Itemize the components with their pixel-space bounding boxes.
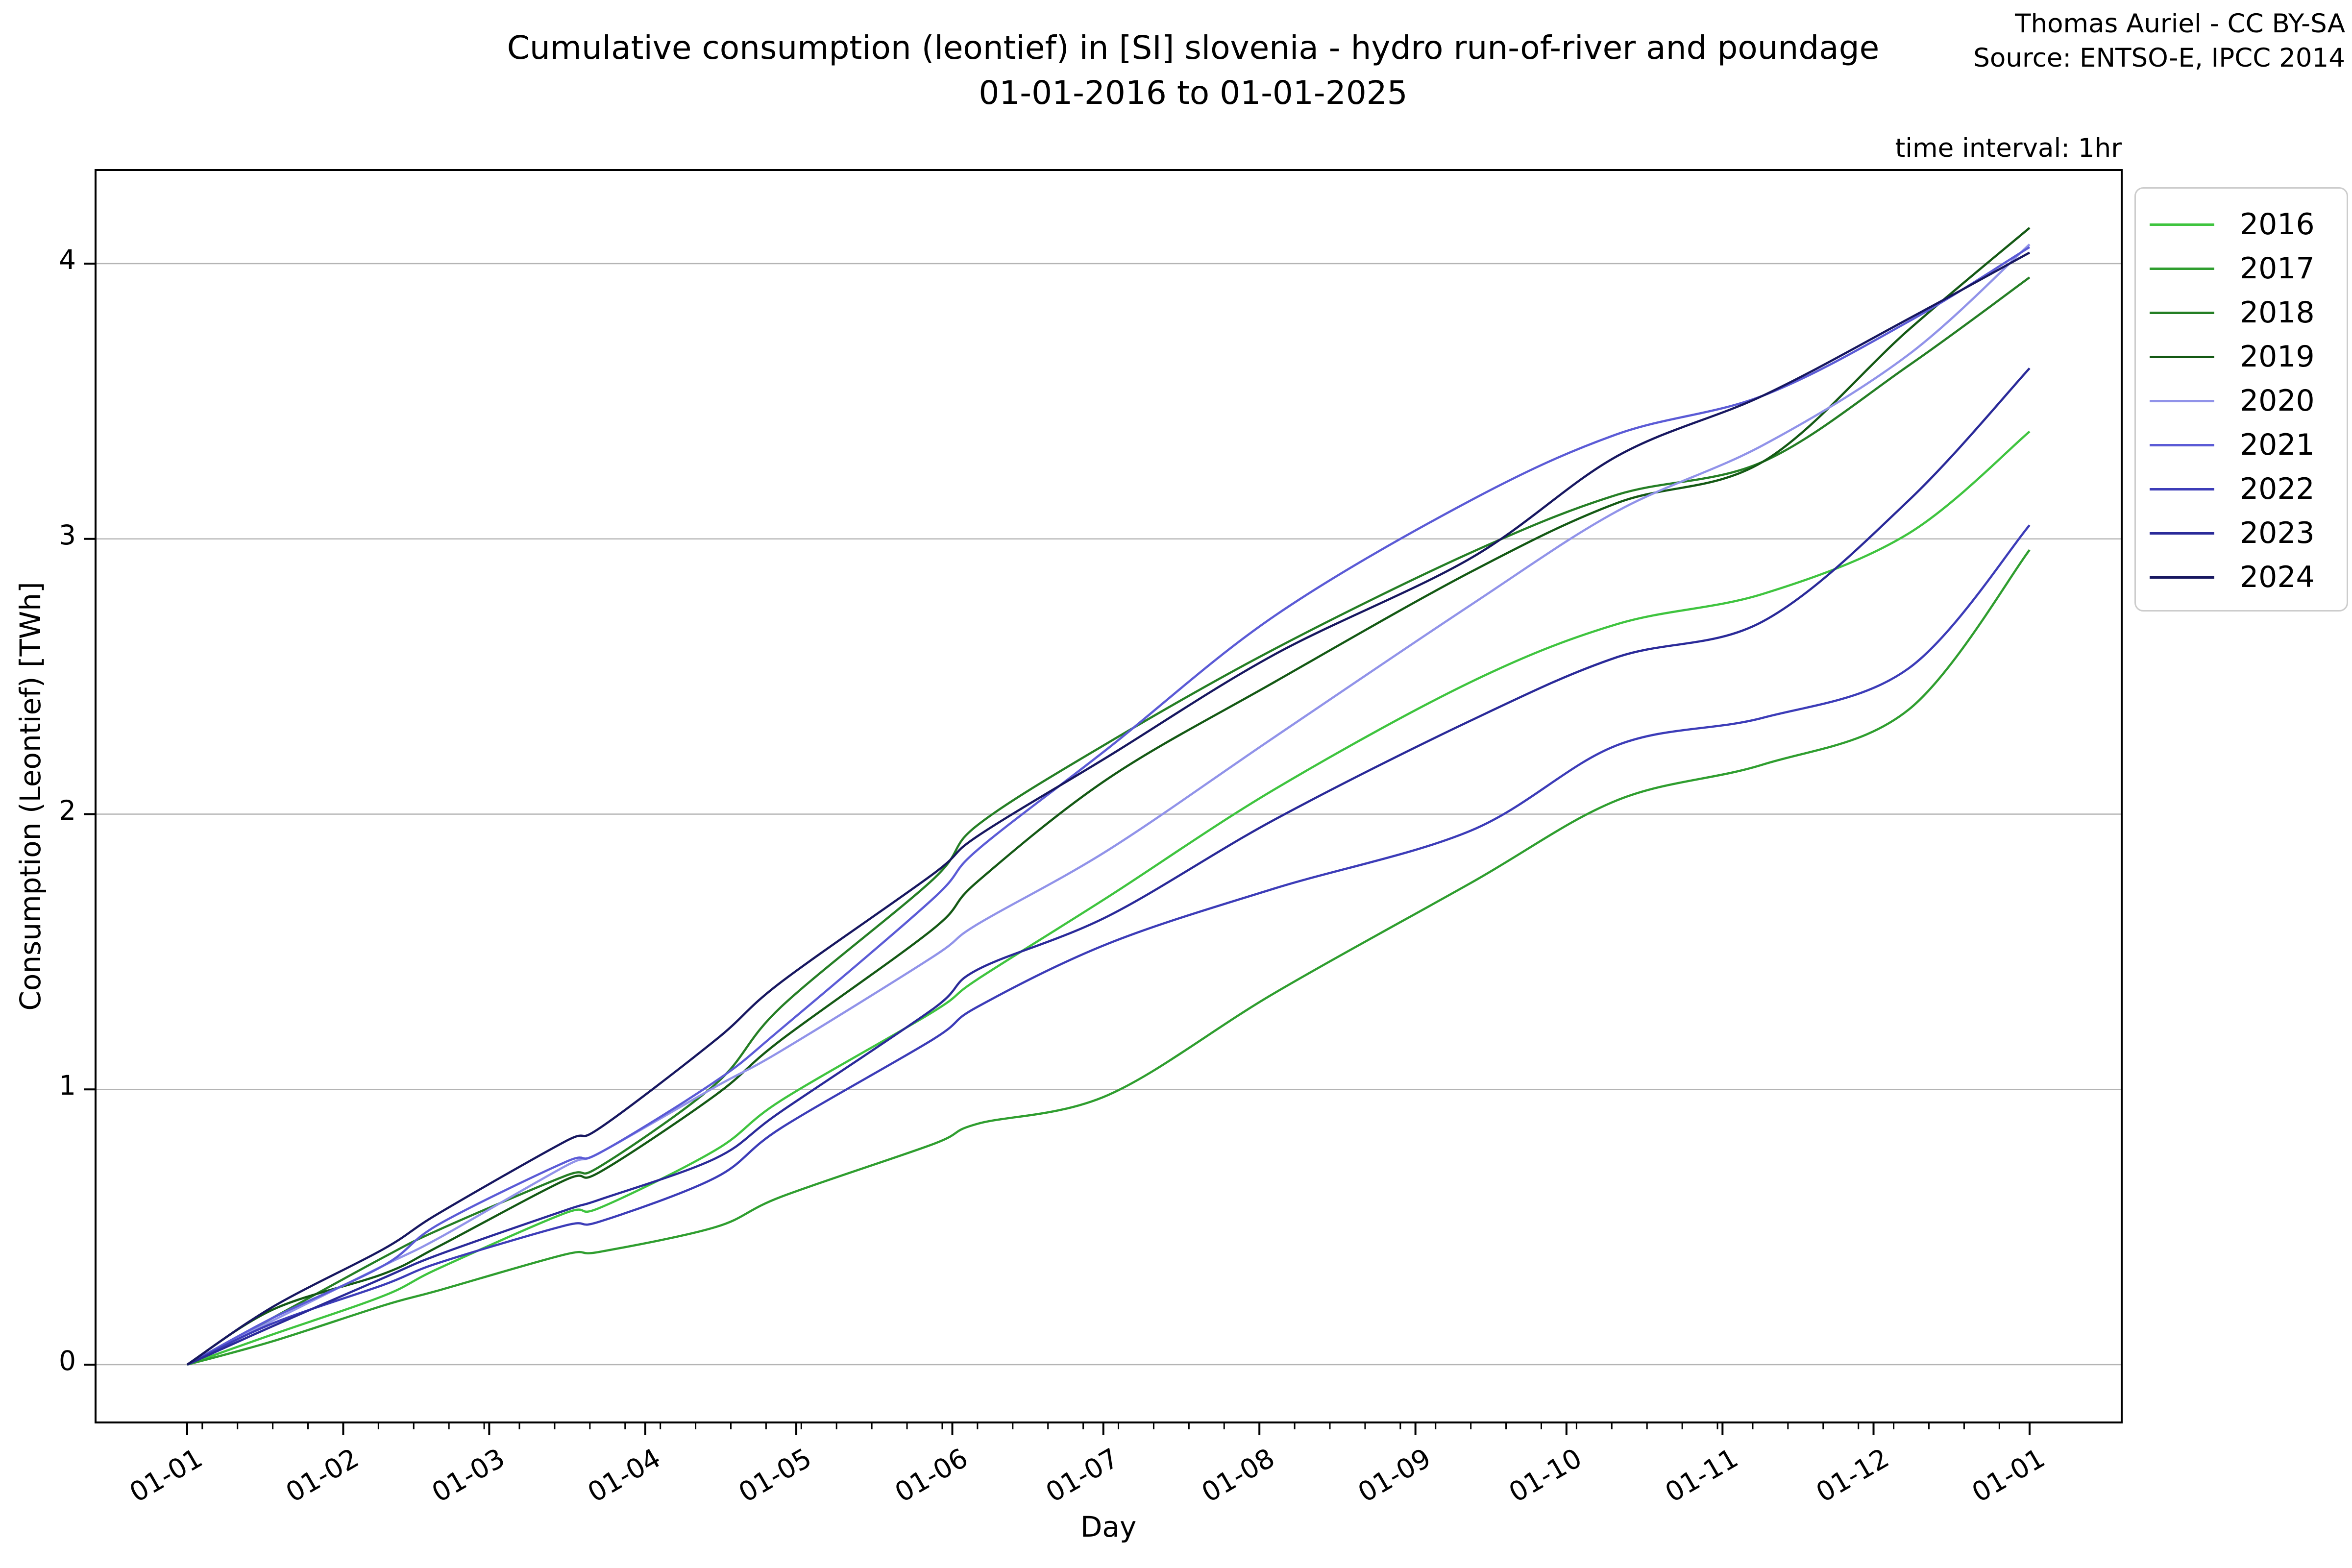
series-line-2021 bbox=[186, 246, 2031, 1366]
legend-label-2024: 2024 bbox=[2240, 560, 2315, 594]
legend: 2016 2017 2018 2019 2020 2021 2022 2023 2024 bbox=[2134, 187, 2348, 612]
time-interval-note: time interval: 1hr bbox=[1895, 133, 2122, 163]
legend-row-2023: 2023 bbox=[2136, 511, 2347, 555]
series-line-2022 bbox=[186, 524, 2031, 1366]
legend-label-2020: 2020 bbox=[2240, 384, 2315, 418]
y-tick-label-3: 3 bbox=[59, 519, 76, 551]
legend-row-2020: 2020 bbox=[2136, 379, 2347, 423]
legend-line-swatch-2023 bbox=[2150, 532, 2214, 535]
y-tick-label-2: 2 bbox=[59, 794, 76, 826]
legend-row-2021: 2021 bbox=[2136, 423, 2347, 467]
chart-title: Cumulative consumption (leontief) in [SI… bbox=[507, 25, 1879, 116]
legend-row-2019: 2019 bbox=[2136, 335, 2347, 379]
legend-row-2017: 2017 bbox=[2136, 246, 2347, 291]
legend-label-2022: 2022 bbox=[2240, 472, 2315, 506]
data-source: Source: ENTSO-E, IPCC 2014 bbox=[1973, 43, 2345, 73]
legend-label-2021: 2021 bbox=[2240, 428, 2315, 462]
legend-line-swatch-2017 bbox=[2150, 267, 2214, 270]
series-line-2018 bbox=[186, 276, 2031, 1366]
legend-line-swatch-2024 bbox=[2150, 576, 2214, 579]
legend-label-2023: 2023 bbox=[2240, 516, 2315, 550]
series-line-2019 bbox=[186, 227, 2031, 1366]
series-line-2017 bbox=[187, 549, 2031, 1366]
y-tick-label-4: 4 bbox=[59, 244, 76, 275]
legend-label-2016: 2016 bbox=[2240, 207, 2315, 242]
legend-row-2024: 2024 bbox=[2136, 555, 2347, 599]
y-tick-label-1: 1 bbox=[59, 1070, 76, 1102]
legend-line-swatch-2018 bbox=[2150, 311, 2214, 314]
legend-line-swatch-2022 bbox=[2150, 488, 2214, 490]
x-axis-label: Day bbox=[1080, 1510, 1137, 1544]
legend-row-2016: 2016 bbox=[2136, 202, 2347, 246]
author-credit: Thomas Auriel - CC BY-SA bbox=[2015, 9, 2345, 39]
legend-label-2017: 2017 bbox=[2240, 251, 2315, 286]
series-line-2016 bbox=[187, 430, 2031, 1366]
legend-label-2018: 2018 bbox=[2240, 295, 2315, 330]
legend-row-2022: 2022 bbox=[2136, 467, 2347, 511]
legend-line-swatch-2021 bbox=[2150, 443, 2214, 446]
legend-line-swatch-2016 bbox=[2150, 223, 2214, 226]
legend-line-swatch-2019 bbox=[2150, 355, 2214, 358]
chart-title-line2: 01-01-2016 to 01-01-2025 bbox=[979, 74, 1408, 112]
legend-line-swatch-2020 bbox=[2150, 399, 2214, 402]
legend-row-2018: 2018 bbox=[2136, 291, 2347, 335]
series-line-2023 bbox=[187, 367, 2031, 1366]
y-tick-label-0: 0 bbox=[59, 1345, 76, 1377]
legend-label-2019: 2019 bbox=[2240, 340, 2315, 374]
axes-frame bbox=[95, 169, 2123, 1423]
series-line-2024 bbox=[186, 251, 2031, 1366]
chart-title-line1: Cumulative consumption (leontief) in [SI… bbox=[507, 29, 1880, 67]
series-line-2020 bbox=[186, 244, 2031, 1366]
